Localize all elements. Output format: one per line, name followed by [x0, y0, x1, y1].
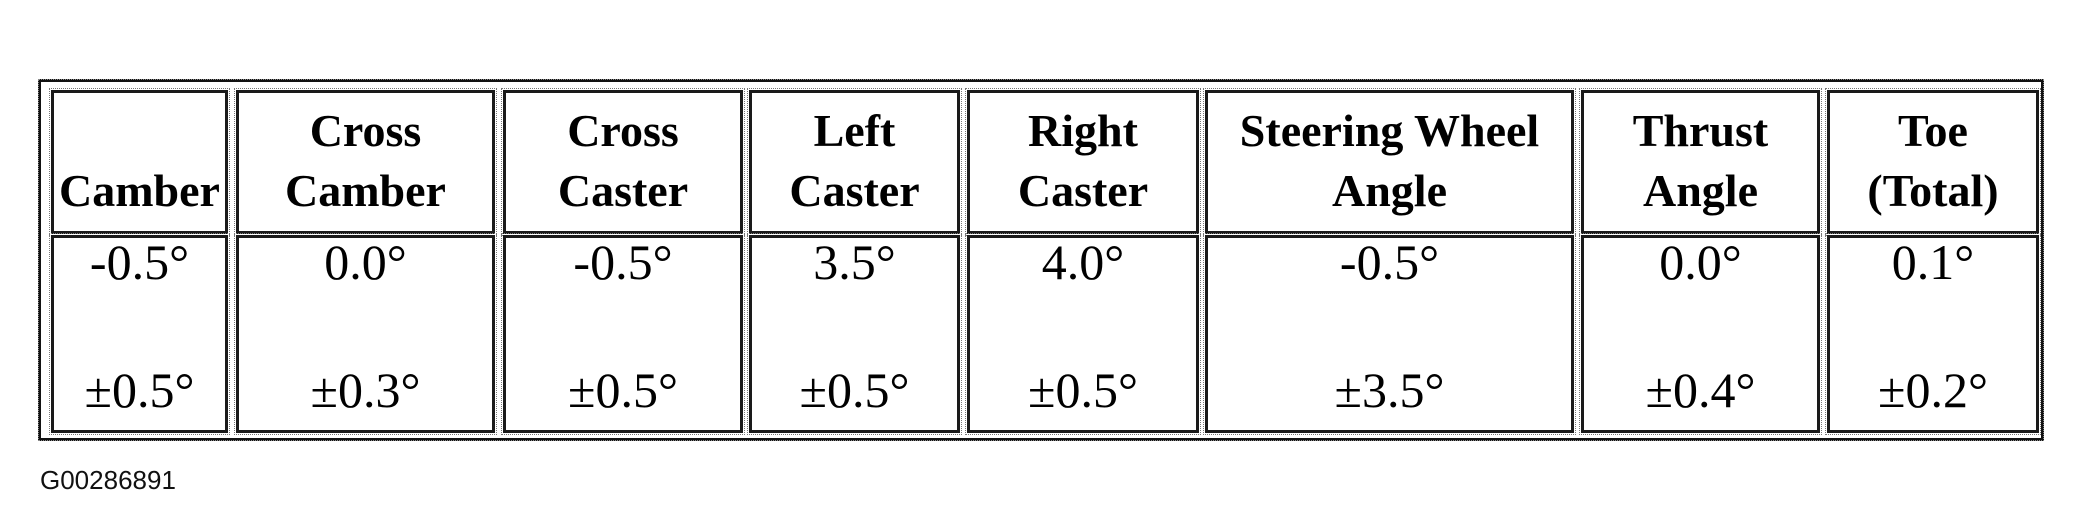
header-line: Left: [813, 105, 896, 156]
data-cell: 4.0° ±0.5°: [965, 233, 1201, 435]
header-line: Cross: [309, 105, 422, 156]
figure-code: G00286891: [40, 465, 176, 495]
header-line: (Total): [1867, 165, 1999, 216]
header-cell: Cross Caster: [501, 88, 745, 236]
data-cell: 0.0° ±0.3°: [234, 233, 497, 435]
header-cell: Steering Wheel Angle: [1203, 88, 1576, 236]
data-cell: 3.5° ±0.5°: [747, 233, 962, 435]
spec-value: -0.5°: [573, 234, 673, 290]
header-cell: Thrust Angle: [1579, 88, 1822, 236]
spec-tolerance: ±0.5°: [799, 362, 910, 418]
spec-value: 0.0°: [1659, 234, 1742, 290]
spec-value: 0.0°: [324, 234, 407, 290]
spec-value: -0.5°: [89, 234, 190, 290]
header-line: Steering Wheel: [1239, 105, 1540, 156]
header-line: Caster: [1017, 165, 1149, 216]
header-line: Caster: [789, 165, 920, 216]
header-line: Angle: [1332, 165, 1447, 216]
data-cell: -0.5° ±3.5°: [1203, 233, 1576, 435]
header-line: Cross: [567, 105, 679, 156]
spec-value: -0.5°: [1339, 234, 1440, 290]
spec-value: 0.1°: [1891, 234, 1975, 290]
spec-tolerance: ±3.5°: [1334, 362, 1445, 418]
spec-value: 4.0°: [1041, 234, 1125, 290]
alignment-spec-table: Camber -0.5° ±0.5° Cross Camber 0.0° ±0.3° Cros…: [38, 79, 2044, 441]
header-line: Camber: [285, 165, 446, 216]
data-cell: -0.5° ±0.5°: [49, 233, 230, 435]
spec-tolerance: ±0.3°: [310, 362, 421, 418]
header-line: Toe: [1898, 105, 1968, 156]
header-cell: Toe (Total): [1825, 88, 2041, 236]
spec-tolerance: ±0.5°: [1028, 362, 1138, 418]
header-cell: Left Caster: [747, 88, 962, 236]
header-line: Caster: [557, 165, 689, 216]
header-cell: Camber: [49, 88, 230, 236]
header-line: Camber: [59, 165, 220, 216]
spec-tolerance: ±0.2°: [1878, 362, 1988, 418]
data-cell: 0.0° ±0.4°: [1579, 233, 1822, 435]
spec-tolerance: ±0.5°: [568, 362, 678, 418]
header-line: Angle: [1643, 165, 1758, 216]
data-cell: -0.5° ±0.5°: [501, 233, 745, 435]
header-cell: Right Caster: [965, 88, 1201, 236]
header-line: Right: [1028, 105, 1138, 156]
header-line: Thrust: [1632, 105, 1769, 156]
spec-value: 3.5°: [813, 234, 896, 290]
header-cell: Cross Camber: [234, 88, 497, 236]
spec-tolerance: ±0.4°: [1645, 362, 1756, 418]
data-cell: 0.1° ±0.2°: [1825, 233, 2041, 435]
spec-tolerance: ±0.5°: [84, 362, 195, 418]
